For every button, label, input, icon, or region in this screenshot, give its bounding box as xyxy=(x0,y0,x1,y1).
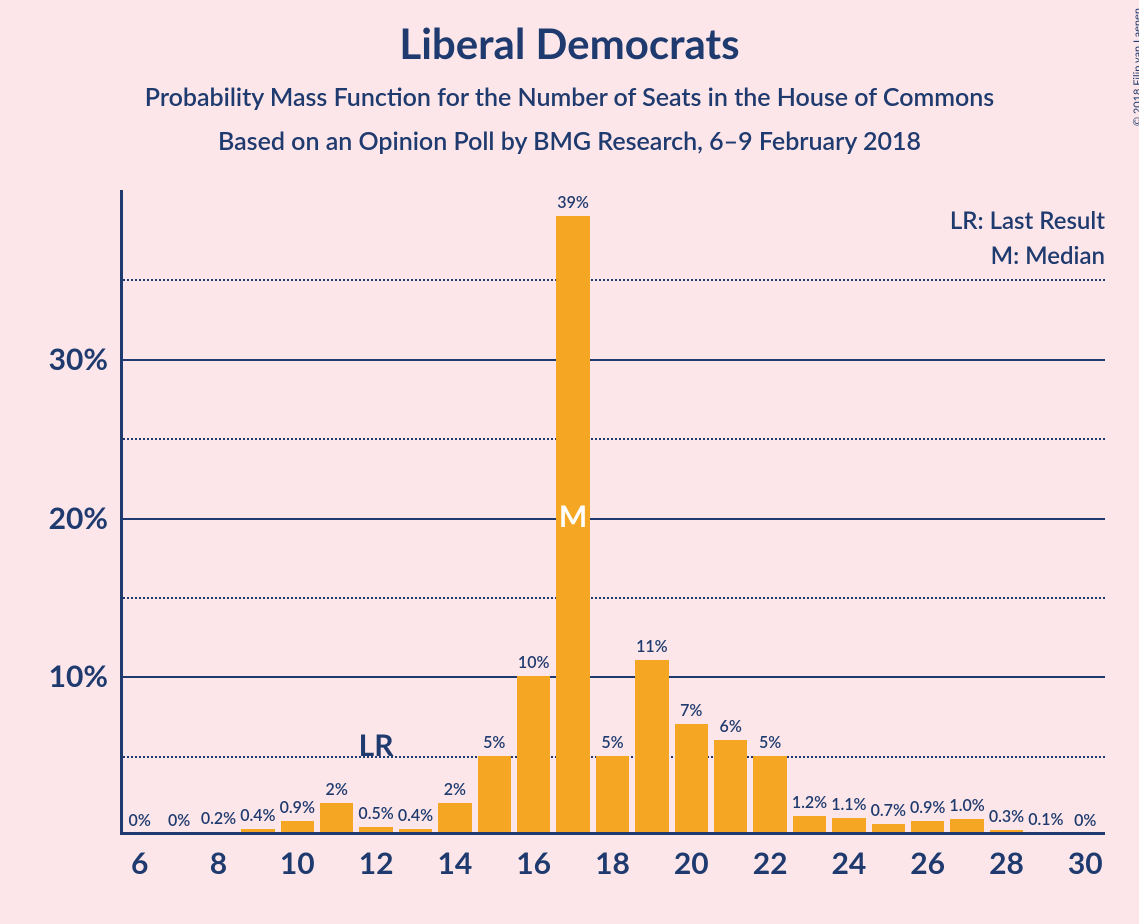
bar-value-label: 7% xyxy=(680,701,702,724)
bar-value-label: 0.4% xyxy=(398,806,433,829)
x-tick-label: 22 xyxy=(753,835,788,881)
bar-value-label: 5% xyxy=(483,733,505,756)
grid-minor xyxy=(120,279,1105,281)
bar-value-label: 1.2% xyxy=(792,793,827,816)
x-tick-label: 30 xyxy=(1068,835,1103,881)
x-tick-label: 12 xyxy=(359,835,394,881)
y-axis xyxy=(120,190,123,835)
bar-value-label: 10% xyxy=(518,653,550,676)
bar: 39%M xyxy=(556,216,589,835)
grid-major xyxy=(120,359,1105,361)
chart-subtitle-2: Based on an Opinion Poll by BMG Research… xyxy=(0,112,1139,156)
bar-value-label: 1.1% xyxy=(831,795,866,818)
x-tick-label: 24 xyxy=(831,835,866,881)
bar-value-label: 0.7% xyxy=(871,801,906,824)
grid-major xyxy=(120,518,1105,520)
bar-value-label: 11% xyxy=(636,637,668,660)
chart-title: Liberal Democrats xyxy=(0,0,1139,68)
bar-value-label: 0% xyxy=(129,811,151,834)
bar-value-label: 2% xyxy=(444,780,466,803)
legend-median: M: Median xyxy=(950,241,1105,270)
x-tick-label: 20 xyxy=(674,835,709,881)
bar-value-label: 1.0% xyxy=(949,796,984,819)
bar-value-label: 0.2% xyxy=(201,809,236,832)
x-tick-label: 14 xyxy=(437,835,472,881)
last-result-marker: LR xyxy=(359,727,394,763)
bar-value-label: 0.9% xyxy=(280,798,315,821)
bar-value-label: 5% xyxy=(601,733,623,756)
x-tick-label: 6 xyxy=(131,835,148,881)
x-tick-label: 10 xyxy=(280,835,315,881)
y-tick-label: 10% xyxy=(49,658,120,694)
bar-value-label: 0% xyxy=(1074,811,1096,834)
bar: 7% xyxy=(675,724,708,835)
bar-value-label: 5% xyxy=(759,733,781,756)
x-tick-label: 16 xyxy=(516,835,551,881)
bar-value-label: 0.3% xyxy=(989,807,1024,830)
bar: 2% xyxy=(438,803,471,835)
bar-value-label: 0.5% xyxy=(358,804,393,827)
bar: 11% xyxy=(635,660,668,835)
bar-value-label: 6% xyxy=(720,717,742,740)
bar: 2% xyxy=(320,803,353,835)
bar: 6% xyxy=(714,740,747,835)
x-tick-label: 8 xyxy=(210,835,227,881)
bar-value-label: 39% xyxy=(557,193,589,216)
legend-lr: LR: Last Result xyxy=(950,206,1105,235)
grid-major xyxy=(120,676,1105,678)
bar: 5% xyxy=(596,756,629,835)
x-tick-label: 28 xyxy=(989,835,1024,881)
bar: 5% xyxy=(478,756,511,835)
bar: 5% xyxy=(753,756,786,835)
bar-value-label: 0.4% xyxy=(240,806,275,829)
bar-value-label: 0.1% xyxy=(1028,810,1063,833)
chart-plot-area: 10%20%30%0%0%0.2%0.4%0.9%2%0.5%0.4%2%5%1… xyxy=(120,200,1105,835)
chart-subtitle-1: Probability Mass Function for the Number… xyxy=(0,68,1139,112)
bar: 10% xyxy=(517,676,550,835)
grid-minor xyxy=(120,438,1105,440)
grid-minor xyxy=(120,597,1105,599)
x-tick-label: 18 xyxy=(595,835,630,881)
bar-value-label: 0.9% xyxy=(910,798,945,821)
y-tick-label: 20% xyxy=(49,500,120,536)
copyright-text: © 2018 Filip van Laenen xyxy=(1131,8,1139,126)
x-tick-label: 26 xyxy=(910,835,945,881)
bar-value-label: 0% xyxy=(168,811,190,834)
y-tick-label: 30% xyxy=(49,341,120,377)
bar-value-label: 2% xyxy=(326,780,348,803)
median-marker: M xyxy=(559,498,587,534)
legend: LR: Last Result M: Median xyxy=(950,206,1105,270)
